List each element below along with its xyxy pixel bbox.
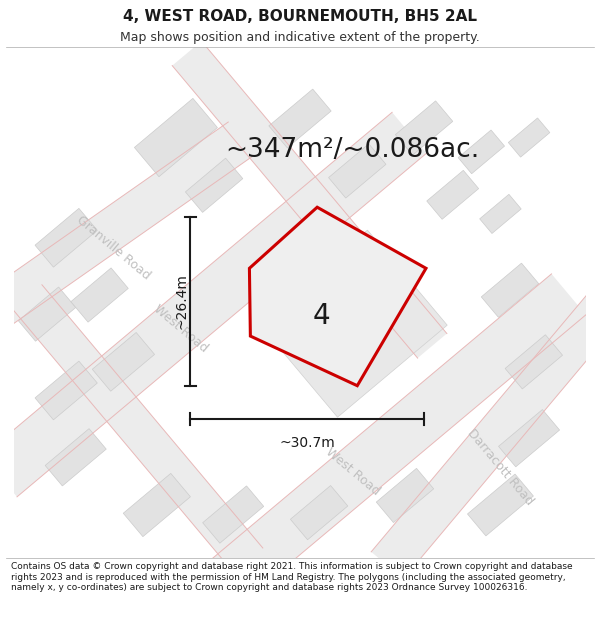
Polygon shape <box>185 158 243 212</box>
Polygon shape <box>258 230 447 418</box>
Polygon shape <box>203 486 264 543</box>
Polygon shape <box>395 101 453 155</box>
Polygon shape <box>19 287 76 341</box>
Polygon shape <box>92 332 155 391</box>
Text: Granville Road: Granville Road <box>74 213 153 282</box>
Polygon shape <box>505 335 563 389</box>
Polygon shape <box>269 89 331 148</box>
Text: 4, WEST ROAD, BOURNEMOUTH, BH5 2AL: 4, WEST ROAD, BOURNEMOUTH, BH5 2AL <box>123 9 477 24</box>
Polygon shape <box>427 171 479 219</box>
Text: Map shows position and indicative extent of the property.: Map shows position and indicative extent… <box>120 31 480 44</box>
Polygon shape <box>371 259 600 579</box>
Polygon shape <box>45 429 106 486</box>
Polygon shape <box>458 130 505 174</box>
Text: West Road: West Road <box>323 445 382 498</box>
Polygon shape <box>508 118 550 157</box>
Text: ~26.4m: ~26.4m <box>175 273 188 329</box>
Polygon shape <box>172 41 447 358</box>
Polygon shape <box>134 98 217 177</box>
Polygon shape <box>0 122 253 354</box>
Polygon shape <box>13 285 263 572</box>
Text: ~30.7m: ~30.7m <box>279 436 335 450</box>
Polygon shape <box>499 409 560 467</box>
Polygon shape <box>479 194 521 234</box>
Text: 4: 4 <box>312 302 330 330</box>
Polygon shape <box>329 144 386 198</box>
Polygon shape <box>71 268 128 322</box>
Text: Contains OS data © Crown copyright and database right 2021. This information is : Contains OS data © Crown copyright and d… <box>11 562 572 592</box>
Text: West Road: West Road <box>151 302 210 355</box>
Text: ~347m²/~0.086ac.: ~347m²/~0.086ac. <box>226 137 479 163</box>
Polygon shape <box>481 263 539 318</box>
Polygon shape <box>123 473 190 537</box>
Text: Darracott Road: Darracott Road <box>465 426 536 508</box>
Polygon shape <box>35 361 97 420</box>
Polygon shape <box>290 486 348 540</box>
Polygon shape <box>0 112 427 497</box>
Polygon shape <box>467 474 533 536</box>
Polygon shape <box>35 208 97 267</box>
Polygon shape <box>250 208 426 386</box>
Polygon shape <box>376 468 434 522</box>
Polygon shape <box>186 274 586 622</box>
